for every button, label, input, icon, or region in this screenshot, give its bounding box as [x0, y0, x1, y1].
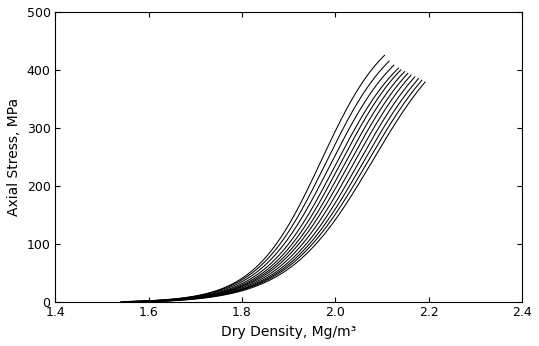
X-axis label: Dry Density, Mg/m³: Dry Density, Mg/m³ — [221, 325, 356, 339]
Y-axis label: Axial Stress, MPa: Axial Stress, MPa — [7, 98, 21, 216]
